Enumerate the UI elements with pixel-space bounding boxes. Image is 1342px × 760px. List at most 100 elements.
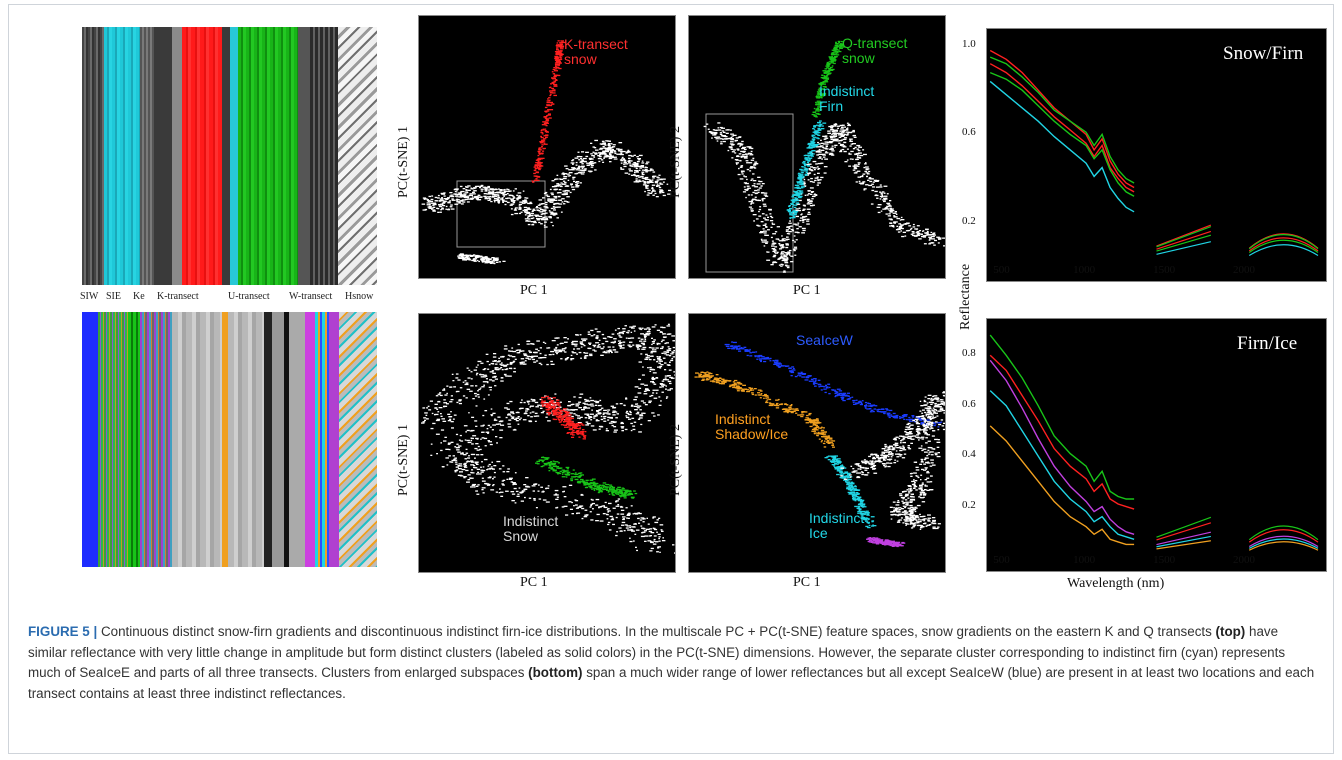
scatter-br-blue-point xyxy=(887,415,890,417)
scatter-tr-white-point xyxy=(737,149,740,151)
scatter-tr-cyan-point xyxy=(807,165,810,167)
scatter-bl-white-point xyxy=(492,376,496,378)
scatter-bl-white-point xyxy=(648,346,652,349)
scatter-tr-white-point xyxy=(806,218,810,220)
scatter-bl-white-point xyxy=(641,348,644,350)
scatter-bl-white-point xyxy=(474,461,479,463)
scatter-bl-white-point xyxy=(638,378,641,381)
scatter-bl-white-point xyxy=(661,386,664,388)
scatter-tl-white-point xyxy=(489,193,494,195)
scatter-tr-white-point xyxy=(917,233,920,236)
scatter-tr-cyan-point xyxy=(798,182,803,184)
scatter-bl-white-point xyxy=(665,385,667,387)
scatter-tr-white-point xyxy=(827,132,831,134)
scatter-bl-white-point xyxy=(571,501,573,504)
scatter-br-orange-point xyxy=(728,380,731,382)
scatter-tl-white-point xyxy=(599,153,601,156)
strip-label-k-transect: K-transect xyxy=(157,291,199,302)
scatter-tl-white-point xyxy=(629,164,632,166)
scatter-tl-white-point xyxy=(628,159,631,162)
scatter-tl-red-point xyxy=(559,50,563,52)
scatter-tl-white-point xyxy=(456,189,459,191)
scatter-bl-white-point xyxy=(580,494,584,496)
scatter-bl-white-point xyxy=(653,535,657,537)
scatter-tr-white-point xyxy=(852,143,856,145)
scatter-bl-green-point xyxy=(570,476,573,478)
scatter-tl-white-point xyxy=(430,198,434,201)
scatter-br-orange-point xyxy=(824,440,826,442)
scatter-bl-white-point xyxy=(638,512,642,515)
scatter-bl-red-point xyxy=(578,436,581,438)
scatter-bl-green-point xyxy=(555,466,560,468)
strip-label-w-transect: W-transect xyxy=(289,291,333,302)
scatter-bl-white-point xyxy=(631,404,634,406)
scatter-bl-white-point xyxy=(491,370,495,372)
scatter-br-orange-point xyxy=(729,384,732,386)
scatter-bl-white-point xyxy=(515,349,518,351)
scatter-bl-white-point xyxy=(459,471,463,473)
scatter-tl-white-point xyxy=(482,186,487,188)
scatter-tl-white-point xyxy=(499,190,503,192)
scatter-tr-cyan-point xyxy=(814,132,818,134)
scatter-bl-green-point xyxy=(575,475,578,478)
scatter-tr-white-point xyxy=(780,265,783,267)
scatter-tl-red-point xyxy=(558,62,562,64)
scatter-tl-red-point xyxy=(555,65,557,67)
scatter-tr-cyan-point xyxy=(806,162,809,164)
scatter-br-blue-point xyxy=(732,346,736,348)
scatter-tr-cyan-point xyxy=(800,190,804,192)
scatter-bl-red-point xyxy=(561,415,565,417)
scatter-tr-white-point xyxy=(741,171,744,173)
scatter-tl-white-point xyxy=(557,195,561,198)
scatter-tl-white-low-point xyxy=(486,260,490,262)
scatter-br-blue-point xyxy=(867,405,872,407)
scatter-bl-white-point xyxy=(537,490,540,492)
scatter-bl-white-point xyxy=(434,413,439,416)
scatter-tl-white-point xyxy=(649,168,653,170)
scatter-tr-white-point xyxy=(772,249,777,251)
scatter-bl-white-point xyxy=(538,484,540,486)
scatter-bl-green-point xyxy=(546,462,550,464)
scatter-tr-white-point xyxy=(785,246,789,249)
scatter-bl-white-point xyxy=(533,351,537,354)
scatter-tr-cyan-point xyxy=(811,138,814,140)
scatter-bl-white-point xyxy=(488,483,491,486)
scatter-br-blue-point xyxy=(888,416,891,419)
scatter-tr-white-point xyxy=(839,144,843,146)
scatter-bl-white-point xyxy=(455,373,459,375)
scatter-tl-white-point xyxy=(562,177,567,180)
scatter-bl-white-point xyxy=(595,336,599,338)
scatter-bl-white-point xyxy=(449,461,452,463)
scatter-tr-white-point xyxy=(825,151,828,153)
scatter-bl-white-point xyxy=(507,423,511,425)
scatter-br-blue-point xyxy=(834,395,837,398)
scatter-bl-white-point xyxy=(603,416,605,418)
scatter-bl-white-point xyxy=(507,468,510,470)
scatter-bl-white-point xyxy=(511,500,515,502)
scatter-tr-white-point xyxy=(886,193,889,195)
scatter-bl-white-point xyxy=(579,342,583,344)
scatter-tr-green-point xyxy=(815,116,818,118)
scatter-tr-white-point xyxy=(841,133,843,135)
scatter-bl-white-point xyxy=(555,346,558,349)
scatter-tr-white-point xyxy=(731,135,734,137)
scatter-tl-white-point xyxy=(539,208,544,211)
scatter-bl-white-point xyxy=(479,473,482,475)
scatter-bl-white-point xyxy=(639,328,642,330)
scatter-bl-white-point xyxy=(575,504,578,506)
scatter-bl-white-point xyxy=(558,350,563,353)
scatter-tl-white-point xyxy=(667,193,672,195)
scatter-tl-white-point xyxy=(634,164,639,166)
scatter-bl-white-point xyxy=(556,506,559,509)
scatter-bl-green-point xyxy=(557,473,559,475)
scatter-tr-white-point xyxy=(813,169,816,171)
scatter-tr-white-point xyxy=(847,123,851,125)
scatter-tl-white-point xyxy=(540,223,543,225)
scatter-tr-white-point xyxy=(787,251,791,253)
scatter-bl-white-point xyxy=(671,335,675,337)
scatter-bl-white-point xyxy=(584,413,588,415)
scatter-bl-white-point xyxy=(500,367,503,369)
scatter-bl-white-point xyxy=(604,506,608,509)
scatter-bl-green-point xyxy=(601,489,604,491)
scatter-tr-white-point xyxy=(855,171,858,173)
